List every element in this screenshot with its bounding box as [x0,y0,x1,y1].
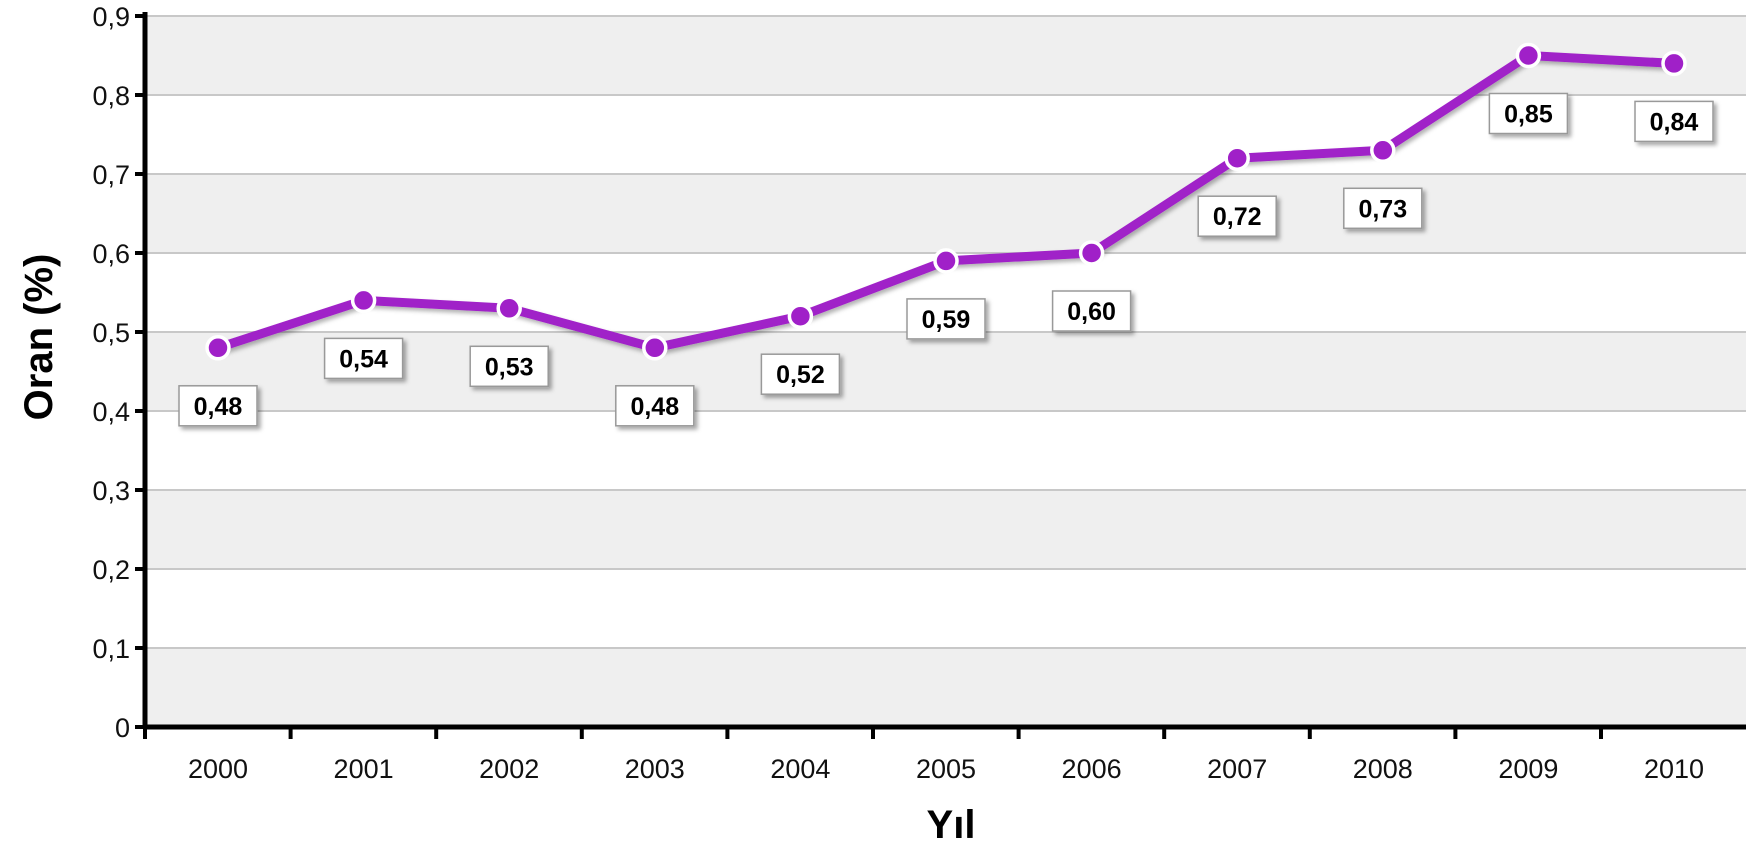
x-tick-label: 2009 [1498,754,1558,784]
x-tick-label: 2002 [479,754,539,784]
x-tick-label: 2010 [1644,754,1704,784]
plot-background [145,16,1746,727]
data-label: 0,59 [906,298,986,340]
data-label: 0,48 [178,385,258,427]
data-point [1515,42,1542,69]
data-label: 0,84 [1634,100,1714,143]
y-tick-label: 0 [115,713,130,743]
data-label-text: 0,72 [1213,203,1262,231]
y-tick-label: 0,2 [92,555,130,585]
y-tick-label: 0,8 [92,81,130,111]
data-label-text: 0,59 [922,306,971,334]
data-label-box [906,298,986,340]
data-markers [205,42,1687,361]
data-label-text: 0,48 [630,393,679,421]
data-point [642,335,668,361]
data-label-text: 0,85 [1504,101,1553,129]
plot-band [145,569,1746,648]
data-label-box [1051,290,1132,332]
data-point [1661,50,1687,77]
data-label-text: 0,60 [1067,298,1116,326]
data-label-box [760,353,841,395]
data-label-box [1634,100,1714,143]
data-label: 0,54 [323,337,404,380]
plot-band [145,648,1746,727]
data-point [350,287,377,314]
x-tick-label: 2006 [1062,754,1122,784]
data-point [787,303,814,329]
data-point [1224,145,1250,171]
x-tick-label: 2007 [1207,754,1267,784]
y-tick-label: 0,1 [92,634,130,664]
data-point [933,248,959,274]
data-point [205,335,231,361]
data-label-box [469,345,549,388]
y-tick-label: 0,5 [92,318,130,348]
x-tick-label: 2000 [188,754,248,784]
data-label: 0,72 [1197,195,1277,237]
data-label: 0,60 [1051,290,1132,332]
data-label-text: 0,52 [776,361,825,389]
data-label-text: 0,53 [485,353,534,381]
y-tick-label: 0,7 [92,160,130,190]
data-label-text: 0,48 [194,393,243,421]
data-label: 0,85 [1488,92,1569,135]
plot-band [145,16,1746,95]
data-label-box [1197,195,1277,237]
data-label: 0,53 [469,345,549,388]
x-tick-label: 2005 [916,754,976,784]
data-label: 0,52 [760,353,841,395]
data-label-text: 0,73 [1358,195,1407,223]
data-label-box [1343,187,1423,230]
data-label-box [1488,92,1569,135]
plot-band [145,411,1746,490]
plot-band [145,95,1746,174]
data-point [1370,137,1396,164]
y-axis-title: Oran (%) [17,254,61,421]
data-label: 0,48 [615,385,695,427]
x-axis-ticks: 2000 2001 2002 2003 2004 2005 2006 2007 2008 2009… [143,727,1704,784]
x-axis-title: Yıl [927,803,976,847]
data-label-text: 0,84 [1650,108,1699,136]
x-tick-label: 2004 [770,754,830,784]
plot-band [145,174,1746,253]
data-point [1078,240,1105,266]
y-tick-label: 0,6 [92,239,130,269]
data-labels: 0,48 0,54 0,53 0,48 0,52 0,59 0,60 0,72 0,73 0,85… [178,92,1714,427]
data-label-box [178,385,258,427]
data-label: 0,73 [1343,187,1423,230]
axes [142,12,1746,730]
plot-band [145,332,1746,411]
plot-band [145,490,1746,569]
x-tick-label: 2003 [625,754,685,784]
y-tick-label: 0,3 [92,476,130,506]
y-tick-label: 0,9 [92,2,130,32]
x-tick-label: 2008 [1353,754,1413,784]
data-label-text: 0,54 [339,345,388,373]
y-axis-ticks: 0 0,1 0,2 0,3 0,4 0,5 0,6 0,7 0,8 0,9 [92,2,145,743]
x-tick-label: 2001 [334,754,394,784]
data-label-box [323,337,404,380]
data-point [496,295,522,322]
y-tick-label: 0,4 [92,397,130,427]
data-label-box [615,385,695,427]
